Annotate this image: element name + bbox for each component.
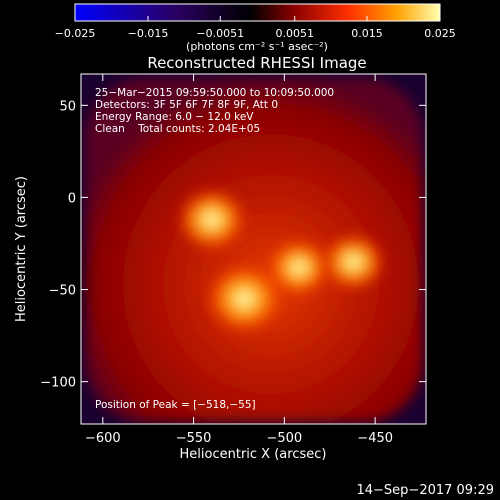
colorbar-tick-label: 0.015 — [351, 27, 383, 40]
y-tick-label: 50 — [59, 99, 76, 114]
y-tick-label: −50 — [49, 284, 76, 299]
annotation-time: 25−Mar−2015 09:59:50.000 to 10:09:50.000 — [95, 87, 334, 99]
colorbar-tick-label: −0.025 — [55, 27, 96, 40]
x-tick-label: −600 — [85, 431, 121, 446]
colorbar-units: (photons cm⁻² s⁻¹ asec⁻²) — [186, 40, 328, 53]
chart-title: Reconstructed RHESSI Image — [147, 54, 366, 72]
plot-frame — [80, 73, 427, 425]
x-tick-label: −550 — [176, 431, 212, 446]
annotation-detectors: Detectors: 3F 5F 6F 7F 8F 9F, Att 0 — [95, 99, 278, 111]
colorbar-tick-label: −0.0051 — [196, 27, 244, 40]
footer-date: 14−Sep−2017 09:29 — [356, 483, 494, 498]
source-blob-1 — [176, 187, 248, 253]
annotation-clean: Clean Total counts: 2.04E+05 — [95, 123, 260, 135]
colorbar — [75, 4, 440, 21]
heatmap-image — [81, 74, 426, 424]
source-blob-0 — [204, 262, 285, 335]
peak-position-label: Position of Peak = [−518,−55] — [95, 399, 256, 411]
x-axis-label: Heliocentric X (arcsec) — [180, 447, 327, 462]
y-tick-label: −100 — [40, 376, 76, 391]
x-tick-label: −450 — [357, 431, 393, 446]
colorbar-tick-label: 0.0051 — [275, 27, 314, 40]
x-tick-label: −500 — [267, 431, 303, 446]
source-blob-3 — [320, 232, 387, 292]
colorbar-tick-label: −0.015 — [128, 27, 169, 40]
source-blob-2 — [266, 237, 332, 298]
annotation-energy: Energy Range: 6.0 − 12.0 keV — [95, 111, 254, 123]
y-axis-label: Heliocentric Y (arcsec) — [14, 176, 29, 322]
y-tick-label: 0 — [68, 191, 76, 206]
colorbar-tick-label: 0.025 — [424, 27, 456, 40]
